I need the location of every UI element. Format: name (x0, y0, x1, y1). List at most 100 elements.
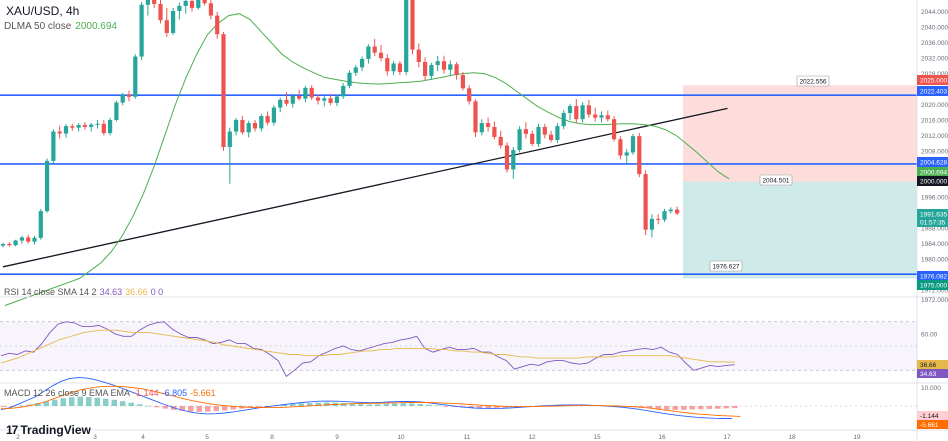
price-axis-tick: 1988.000 (921, 226, 948, 233)
candle (391, 61, 396, 76)
candle-body (120, 94, 125, 103)
candle-body (416, 49, 421, 62)
candle-body (549, 134, 554, 141)
macd-line-value: -6.805 (161, 388, 188, 398)
candle-body (423, 61, 428, 76)
macd-histogram-bar (94, 397, 100, 406)
macd-legend[interactable]: MACD 12 26 close 9 EMA EMA -1.144 -6.805 -5… (4, 388, 216, 398)
price-axis-tick: 1996.000 (921, 195, 948, 202)
macd-histogram-bar (256, 406, 262, 407)
macd-hist-value-label: -1.144 (920, 413, 939, 420)
candle (334, 94, 339, 107)
candle (297, 89, 302, 101)
candle (460, 72, 465, 91)
candle (517, 126, 522, 153)
ma-legend-label: DLMA 50 close (4, 21, 72, 32)
candle (32, 235, 37, 245)
price-axis-label: 2000.694 (920, 170, 947, 177)
macd-histogram-bar (315, 402, 321, 406)
candle-body (618, 139, 623, 156)
rsi-sma-value-label: 36.66 (920, 362, 937, 369)
price-axis-label-bg (917, 86, 948, 96)
macd-hist-value: -1.144 (133, 388, 159, 398)
macd-histogram-bar (477, 406, 483, 409)
candle (82, 122, 87, 130)
candle-body (240, 119, 245, 133)
tradingview-logo[interactable]: 17 TradingView (6, 423, 91, 437)
candle (45, 158, 50, 213)
candle-body (567, 106, 573, 113)
price-axis-label-bg (917, 271, 948, 281)
candle-body (366, 46, 371, 59)
macd-histogram-bar (179, 406, 185, 411)
macd-histogram-bar (162, 406, 168, 409)
macd-histogram-bar (128, 402, 134, 406)
macd-histogram-bar (111, 399, 117, 406)
macd-histogram-bar (409, 403, 415, 406)
price-axis-label: 2000.000 (920, 179, 947, 186)
callout-box (709, 260, 743, 272)
price-axis-tick: 1972.000 (921, 297, 948, 304)
candle-body (479, 123, 484, 133)
candle-body (637, 136, 642, 175)
price-axis-label: 2004.628 (920, 160, 947, 167)
candle (227, 127, 232, 184)
candle-body (259, 116, 264, 129)
macd-histogram-bar (664, 406, 670, 410)
candle (542, 123, 547, 139)
macd-value-label-bg (917, 420, 948, 429)
candle-body (234, 119, 239, 132)
candle (593, 107, 598, 122)
macd-histogram-bar (672, 406, 678, 411)
candle-body (303, 87, 308, 99)
macd-histogram-bar (638, 406, 644, 408)
candle (76, 123, 81, 132)
macd-histogram-bar (52, 399, 58, 406)
macd-signal-value-label: -5.661 (920, 422, 939, 429)
macd-histogram-bar (443, 406, 449, 407)
candle (51, 129, 56, 164)
price-axis-label: 2025.000 (920, 78, 947, 85)
candle-body (70, 126, 75, 128)
ma-legend-value: 2000.694 (75, 21, 117, 32)
candle (108, 118, 113, 136)
macd-histogram-bar (213, 406, 219, 412)
ma-legend[interactable]: DLMA 50 close 2000.694 (4, 21, 117, 32)
candle-body (662, 211, 667, 220)
candle (378, 44, 384, 62)
macd-histogram-bar (69, 397, 75, 406)
candle-body (612, 119, 617, 140)
candle (662, 208, 667, 222)
candle-body (347, 72, 352, 86)
candle-body (284, 99, 289, 104)
candle (511, 147, 516, 179)
price-axis-label-bg (917, 217, 948, 227)
candle-body (57, 131, 62, 134)
candle-body (649, 218, 654, 230)
candle-body (265, 116, 270, 123)
candle-body (7, 244, 12, 246)
time-axis-tick: 3 (93, 434, 97, 441)
candle-body (108, 119, 113, 134)
macd-histogram-bar (1, 406, 7, 407)
price-axis-label-bg (917, 280, 948, 290)
candle-body (252, 123, 258, 129)
candle-body (89, 124, 94, 127)
rsi-legend[interactable]: RSI 14 close SMA 14 2 34.63 36.66 0 0 (4, 287, 163, 297)
candle (397, 61, 402, 76)
candle-body (246, 123, 251, 133)
macd-histogram-bar (188, 406, 194, 412)
candle-body (593, 114, 598, 118)
candle (649, 214, 654, 238)
candle-body (643, 174, 648, 230)
callout-text: 2004.501 (762, 178, 789, 185)
candle-body (378, 52, 384, 59)
candle (580, 102, 585, 123)
symbol-title[interactable]: XAU/USD, 4h (6, 4, 80, 18)
candle (366, 44, 371, 64)
candle-body (315, 97, 321, 101)
candle-body (82, 124, 87, 127)
macd-histogram-bar (103, 398, 109, 406)
macd-signal-line (0, 385, 741, 417)
